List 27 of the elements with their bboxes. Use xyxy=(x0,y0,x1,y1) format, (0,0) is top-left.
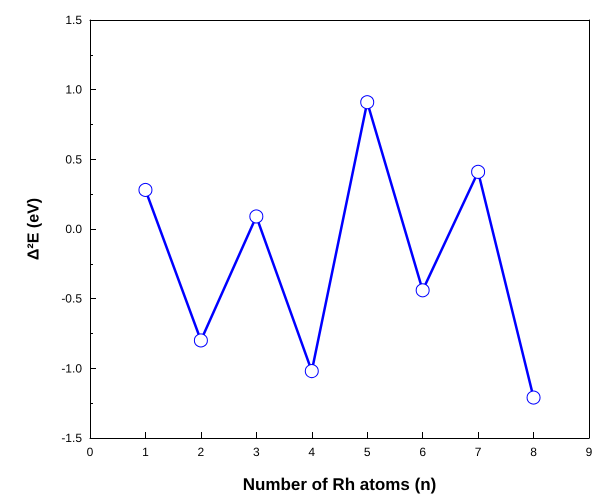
point xyxy=(304,364,319,378)
x-tick-label: 7 xyxy=(474,445,482,459)
point xyxy=(471,164,486,179)
y-tick-label: -1.5 xyxy=(61,431,82,445)
y-tick-label: -0.5 xyxy=(61,292,82,306)
x-tick-label: 5 xyxy=(364,445,371,459)
point xyxy=(416,283,430,298)
y-tick-label: -1.0 xyxy=(61,361,82,376)
x-tick-label: 3 xyxy=(252,445,260,459)
point xyxy=(526,390,541,405)
point xyxy=(194,333,208,348)
y-tick-label: 1.5 xyxy=(65,13,82,27)
x-tick-label: 2 xyxy=(198,445,205,459)
y-tick-label: 0.5 xyxy=(65,152,82,166)
x-tick-label: 9 xyxy=(586,445,593,459)
x-tick-label: 4 xyxy=(308,445,316,459)
y-axis-title: Δ²E (eV) xyxy=(26,198,42,260)
y-tick-label: 1.0 xyxy=(65,82,82,97)
y-tick-label: 0.0 xyxy=(65,222,82,236)
x-axis-title: Number of Rh atoms (n) xyxy=(242,475,436,494)
point xyxy=(360,95,374,110)
point xyxy=(249,209,264,224)
x-tick-label: 1 xyxy=(142,445,150,459)
point xyxy=(138,182,152,197)
x-tick-label: 0 xyxy=(86,445,94,459)
x-tick-label: 6 xyxy=(419,445,426,459)
x-tick-label: 8 xyxy=(530,445,538,459)
